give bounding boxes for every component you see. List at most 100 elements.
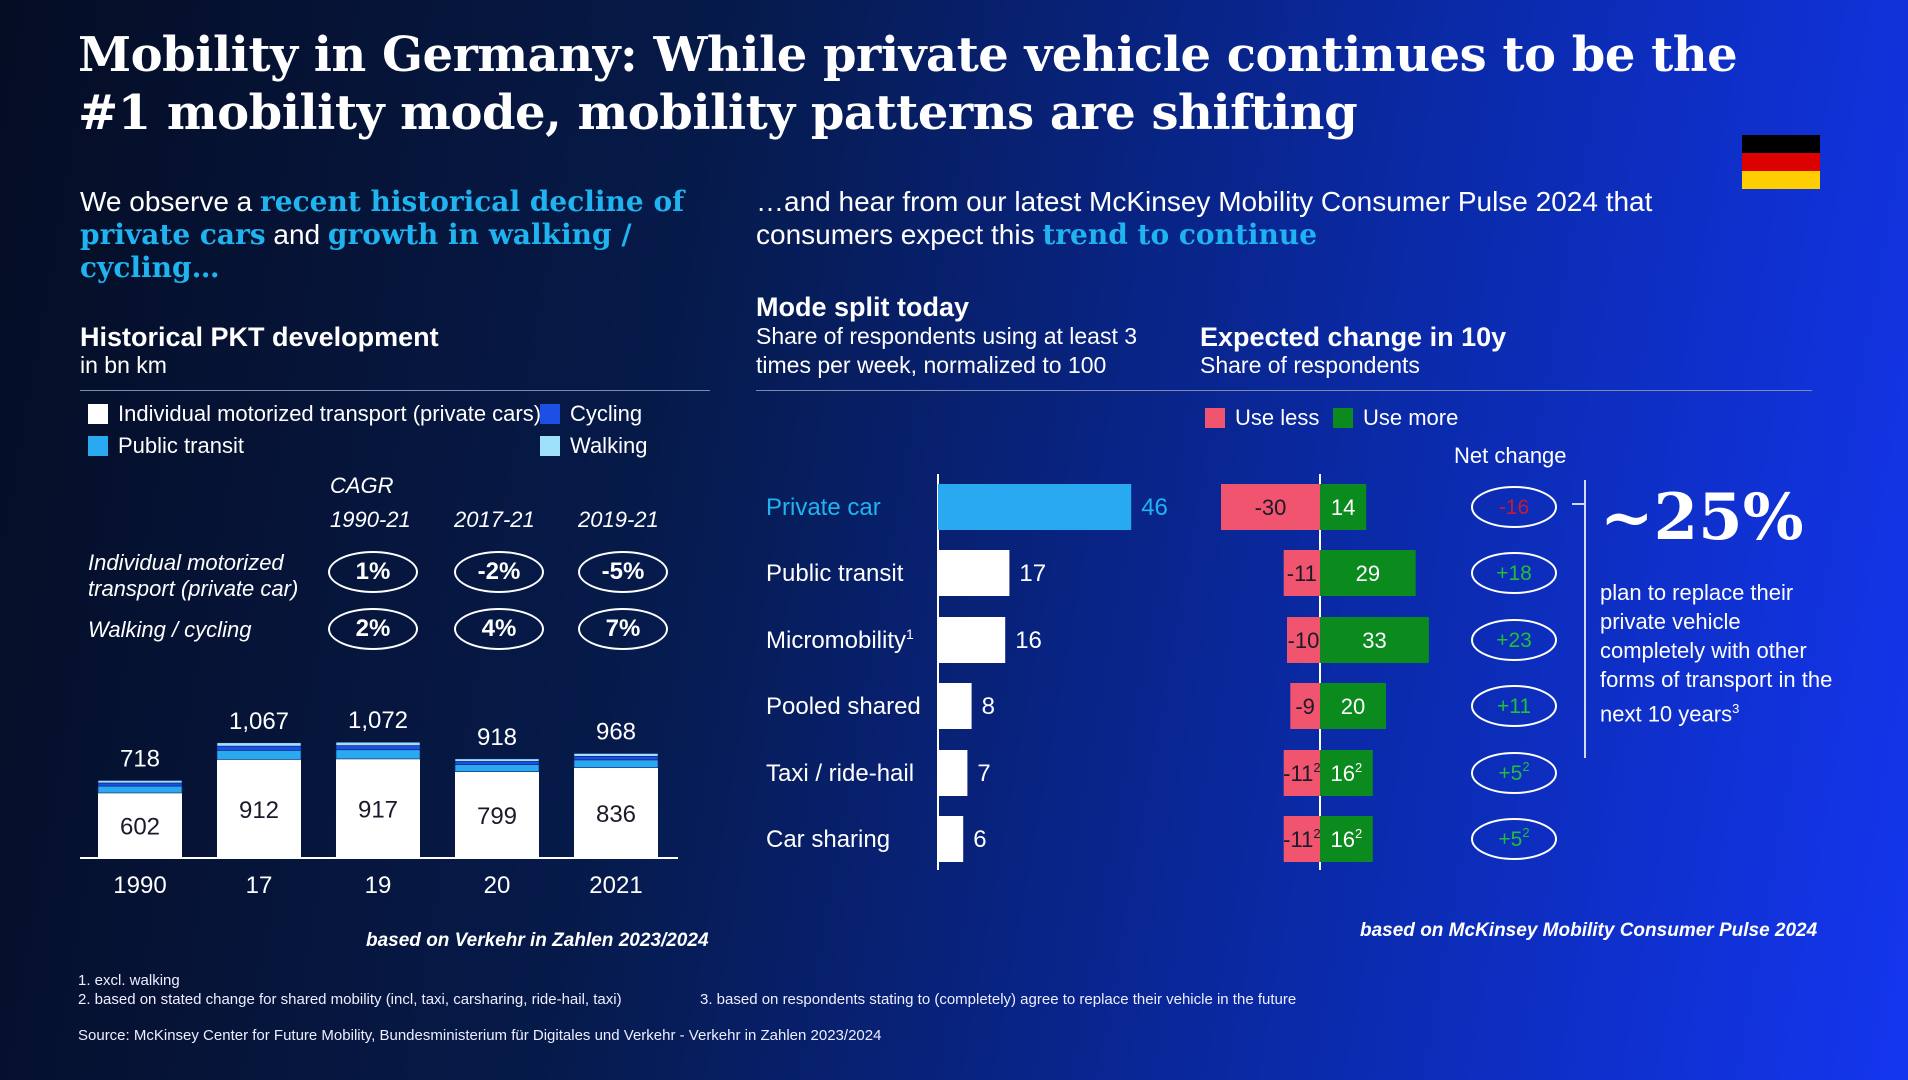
hist-bar-imt-label: 836 — [596, 801, 636, 828]
expected-heading: Expected change in 10y — [1200, 322, 1507, 352]
legend-imt: Individual motorized transport (private … — [88, 401, 541, 427]
net-change-sup: 2 — [1522, 825, 1529, 840]
mode-category-label: Car sharing — [766, 826, 890, 853]
use-more-label: 33 — [1362, 628, 1386, 653]
footnote-1: 1. excl. walking — [78, 972, 180, 989]
mode-category-label: Taxi / ride-hail — [766, 760, 914, 787]
net-change-oval — [1471, 552, 1557, 594]
hist-bar-imt-label: 799 — [477, 803, 517, 830]
mode-category-label: Micromobility1 — [766, 626, 914, 654]
hist-bar-imt — [336, 758, 420, 858]
intro-left: We observe a recent historical decline o… — [80, 185, 740, 284]
hist-x-tick-label: 1990 — [113, 872, 166, 899]
intro-right-text-1: …and hear from our latest McKinsey Mobil… — [756, 186, 1653, 250]
intro-left-text-1: We observe a — [80, 186, 261, 217]
hist-x-tick-label: 17 — [246, 872, 273, 899]
legend-swatch-more — [1333, 408, 1353, 428]
mode-category-label: Private car — [766, 494, 881, 521]
hist-bar-imt — [217, 759, 301, 858]
change-label-sup: 2 — [1313, 760, 1320, 775]
mode-split-value: 46 — [1141, 494, 1168, 521]
use-more-bar — [1320, 617, 1429, 663]
use-more-bar — [1320, 750, 1373, 796]
net-change-value: +18 — [1496, 562, 1532, 585]
cagr-value-walk-2017: 4% — [454, 608, 544, 650]
mode-split-sub: Share of respondents using at least 3 ti… — [756, 323, 1138, 378]
legend-label-public: Public transit — [118, 433, 244, 458]
hist-bar-total-label: 918 — [477, 724, 517, 751]
expected-source-note: based on McKinsey Mobility Consumer Puls… — [1360, 920, 1818, 941]
callout-tick — [1572, 503, 1586, 505]
use-less-label: -9 — [1295, 694, 1315, 719]
hist-bar-imt-label: 602 — [120, 813, 160, 840]
change-label-sup: 2 — [1313, 826, 1320, 841]
use-more-bar — [1320, 816, 1373, 862]
hist-bar-segment — [573, 753, 659, 757]
hist-bar-total-label: 1,067 — [229, 708, 289, 735]
mode-split-bar — [938, 550, 1010, 596]
intro-left-highlight-2: growth in walking / cycling — [80, 218, 632, 284]
hist-bar-total-label: 968 — [596, 718, 636, 745]
legend-label-more: Use more — [1363, 405, 1459, 430]
cagr-period-1: 1990-21 — [330, 507, 411, 532]
intro-right: …and hear from our latest McKinsey Mobil… — [756, 185, 1756, 251]
historical-heading: Historical PKT development — [80, 322, 439, 352]
use-more-bar — [1320, 550, 1416, 596]
mode-split-value: 16 — [1015, 627, 1042, 654]
legend-walking: Walking — [540, 433, 647, 459]
use-less-bar — [1283, 550, 1320, 596]
use-less-bar — [1283, 816, 1320, 862]
intro-right-highlight-1: trend to continue — [1042, 218, 1318, 251]
callout-big-number: ~25% — [1600, 480, 1804, 555]
cagr-period-2: 2017-21 — [454, 507, 535, 532]
hist-bar-imt-label: 912 — [239, 797, 279, 824]
hist-bar-imt — [98, 792, 182, 858]
hist-bar-total-label: 718 — [120, 745, 160, 772]
hist-bar-total-label: 1,072 — [348, 707, 408, 734]
hist-bar-segment — [454, 758, 540, 762]
mode-split-bar — [938, 484, 1132, 530]
mode-split-bar — [938, 617, 1006, 663]
legend-label-less: Use less — [1235, 405, 1320, 430]
hist-bar-imt — [574, 767, 658, 858]
net-change-oval — [1471, 752, 1557, 794]
legend-public: Public transit — [88, 433, 244, 459]
legend-label-walking: Walking — [570, 433, 648, 458]
use-less-bar — [1287, 617, 1320, 663]
intro-left-text-2: and — [265, 219, 328, 250]
legend-label-imt: Individual motorized transport (private … — [118, 401, 542, 426]
legend-use-less: Use less — [1205, 405, 1319, 431]
historical-unit: in bn km — [80, 352, 167, 378]
mode-category-sup: 1 — [906, 626, 914, 642]
page-title: Mobility in Germany: While private vehic… — [78, 27, 1738, 141]
cagr-value-imt-2019: -5% — [578, 551, 668, 593]
callout-divider — [1584, 480, 1586, 758]
legend-swatch-public — [88, 436, 108, 456]
mode-split-value: 7 — [977, 760, 990, 787]
use-less-bar — [1283, 750, 1320, 796]
hist-bar-segment — [335, 741, 421, 746]
footnote-source: Source: McKinsey Center for Future Mobil… — [78, 1027, 882, 1044]
net-change-oval — [1471, 486, 1557, 528]
mode-category-label: Public transit — [766, 560, 904, 587]
mode-split-heading: Mode split today — [756, 292, 970, 322]
intro-left-text-3: … — [191, 251, 220, 284]
hist-bar-segment — [97, 780, 183, 784]
legend-swatch-cycling — [540, 404, 560, 424]
mode-category-label: Pooled shared — [766, 693, 921, 720]
net-change-value: +52 — [1498, 825, 1529, 851]
mode-split-bar — [938, 750, 968, 796]
use-more-label: 20 — [1341, 694, 1365, 719]
hist-bar-segment — [216, 742, 302, 747]
use-less-label: -11 — [1287, 561, 1317, 586]
legend-swatch-walking — [540, 436, 560, 456]
historical-bar-chart: 602 718 1990 912 1,067 17 917 1,072 19 799 918 20 83… — [80, 707, 678, 899]
mode-split-bar — [938, 683, 972, 729]
net-change-oval — [1471, 685, 1557, 727]
hist-x-tick-label: 19 — [365, 872, 392, 899]
cagr-value-imt-1990: 1% — [328, 551, 418, 593]
cagr-label: CAGR — [330, 473, 394, 498]
mode-split-value: 17 — [1019, 560, 1046, 587]
